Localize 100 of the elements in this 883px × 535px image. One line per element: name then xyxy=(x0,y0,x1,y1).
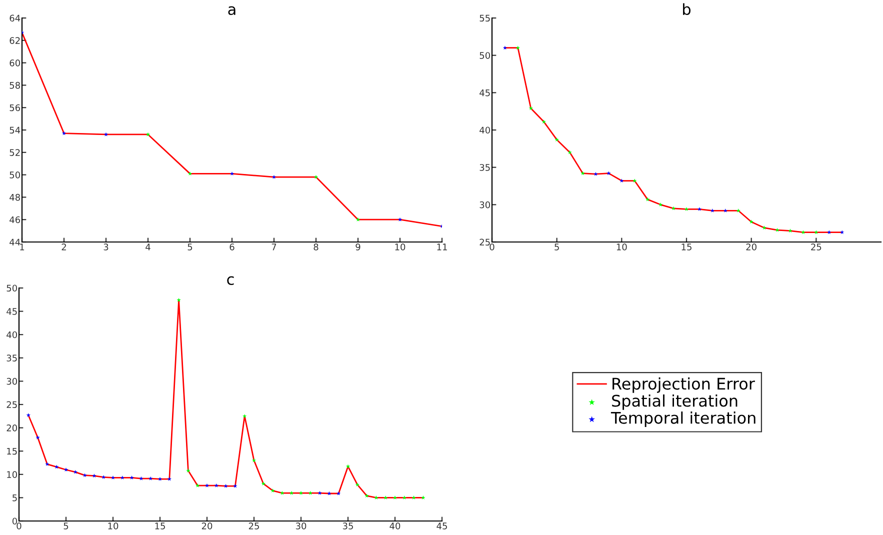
point xyxy=(398,217,402,222)
point xyxy=(298,490,304,495)
point xyxy=(542,120,546,124)
x-tick-label: 10 xyxy=(395,244,406,250)
y-tick-label: 58 xyxy=(10,82,20,89)
point xyxy=(723,208,728,212)
point xyxy=(204,483,210,488)
point xyxy=(346,464,350,468)
point xyxy=(261,482,266,486)
point xyxy=(120,475,124,480)
point xyxy=(36,435,40,440)
point xyxy=(82,473,87,478)
line-series xyxy=(504,47,843,233)
point xyxy=(736,208,740,212)
y-tick-label: 10 xyxy=(7,471,18,478)
point xyxy=(606,171,611,176)
point xyxy=(710,208,715,212)
x-tick-label: 25 xyxy=(811,244,822,250)
point xyxy=(801,230,806,234)
point xyxy=(827,230,832,234)
x-tick-label: 40 xyxy=(390,522,400,530)
x-tick-label: 8 xyxy=(314,244,318,250)
point xyxy=(242,414,247,418)
legend-label: Temporal iteration xyxy=(610,411,756,427)
y-tick-label: 64 xyxy=(10,14,20,22)
line-series xyxy=(28,299,424,498)
point xyxy=(402,496,406,500)
x-tick-label: 10 xyxy=(616,244,627,250)
point xyxy=(384,496,388,500)
point xyxy=(421,496,426,500)
y-tick-label: 50 xyxy=(10,172,20,178)
x-tick-label: 6 xyxy=(230,244,234,250)
y-tick-label: 46 xyxy=(10,216,20,224)
point xyxy=(26,413,30,417)
y-tick-label: 35 xyxy=(480,164,490,171)
point xyxy=(568,150,572,154)
point xyxy=(272,174,276,179)
x-tick-label: 2 xyxy=(62,244,66,250)
x-tick-label: 35 xyxy=(342,522,353,530)
point xyxy=(516,46,520,50)
y-tick-label: 48 xyxy=(10,194,20,201)
legend-label: Reprojection Error xyxy=(612,377,755,393)
point xyxy=(314,174,318,179)
point xyxy=(92,474,96,478)
point xyxy=(102,475,106,479)
point xyxy=(130,475,134,480)
point xyxy=(697,206,702,211)
point xyxy=(788,228,792,233)
point xyxy=(196,483,200,488)
x-tick-label: 20 xyxy=(202,522,212,530)
chart-title: c xyxy=(227,276,234,286)
y-tick-label: 62 xyxy=(10,37,20,44)
x-tick-label: 1 xyxy=(20,244,24,250)
x-tick-label: 10 xyxy=(108,522,118,530)
point xyxy=(632,178,637,183)
point xyxy=(64,468,68,472)
y-tick-label: 50 xyxy=(480,52,490,59)
x-tick-label: 3 xyxy=(104,244,108,250)
chart-title: b xyxy=(683,3,691,16)
x-tick-label: 5 xyxy=(554,244,559,250)
point xyxy=(684,206,689,211)
x-tick-label: 5 xyxy=(64,522,68,530)
point xyxy=(146,132,150,136)
x-tick-label: 15 xyxy=(155,522,165,530)
point xyxy=(355,482,360,486)
point xyxy=(62,131,66,136)
x-tick-label: 45 xyxy=(436,522,447,530)
x-tick-label: 5 xyxy=(188,244,192,250)
chart-title: a xyxy=(228,6,236,16)
y-tick-label: 56 xyxy=(10,104,20,112)
y-tick-label: 45 xyxy=(480,90,490,96)
point xyxy=(186,468,190,472)
point xyxy=(364,494,369,498)
point xyxy=(502,46,508,50)
x-tick-label: 25 xyxy=(248,522,259,530)
y-tick-label: 5 xyxy=(12,494,17,502)
x-tick-label: 30 xyxy=(296,522,306,530)
point xyxy=(148,476,153,480)
x-tick-label: 9 xyxy=(356,244,360,250)
y-tick-label: 40 xyxy=(6,331,18,338)
point xyxy=(580,171,585,176)
y-tick-label: 60 xyxy=(10,60,20,66)
point xyxy=(840,230,844,234)
point xyxy=(45,462,50,466)
y-tick-label: 30 xyxy=(6,378,18,385)
y-tick-label: 50 xyxy=(6,284,18,292)
x-tick-label: 11 xyxy=(437,244,447,250)
point xyxy=(139,476,144,480)
point xyxy=(356,217,360,222)
point xyxy=(392,496,398,500)
point xyxy=(554,138,559,142)
x-tick-label: 15 xyxy=(682,244,692,250)
point xyxy=(620,178,624,183)
y-tick-label: 30 xyxy=(480,201,490,208)
point xyxy=(110,475,116,480)
point xyxy=(374,496,378,500)
y-tick-label: 25 xyxy=(6,401,17,408)
point xyxy=(814,230,818,234)
y-tick-label: 20 xyxy=(6,424,18,432)
point xyxy=(412,496,416,500)
